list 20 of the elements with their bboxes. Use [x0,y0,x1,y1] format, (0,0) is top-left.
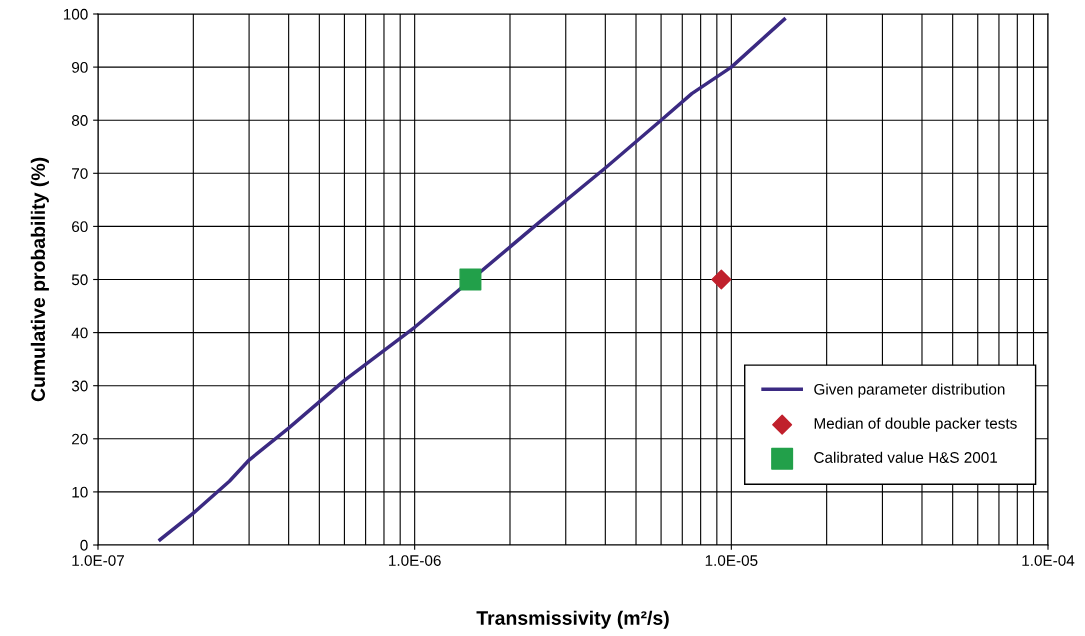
legend-label: Given parameter distribution [814,383,1005,398]
y-tick-label: 100 [63,8,88,20]
y-tick-label: 90 [72,61,88,73]
x-tick-label: 1.0E-05 [705,555,758,566]
y-tick-label: 0 [80,539,88,551]
legend-label: Calibrated value H&S 2001 [814,451,998,463]
legend-label: Median of double packer tests [814,417,1017,432]
y-tick-label: 30 [71,380,88,392]
y-tick-label: 70 [72,168,88,179]
y-axis-title: Cumulative probability (%) [30,157,49,402]
y-tick-label: 50 [71,274,88,286]
x-tick-label: 1.0E-07 [72,555,124,566]
y-tick-label: 80 [71,115,88,126]
y-tick-label: 10 [72,486,88,498]
x-axis-title: Transmissivity (m²/s) [476,610,669,629]
y-tick-label: 40 [71,327,88,339]
x-tick-label: 1.0E-06 [389,555,441,566]
y-tick-label: 60 [72,221,88,233]
y-tick-label: 20 [72,433,88,445]
x-tick-label: 1.0E-04 [1022,555,1075,566]
